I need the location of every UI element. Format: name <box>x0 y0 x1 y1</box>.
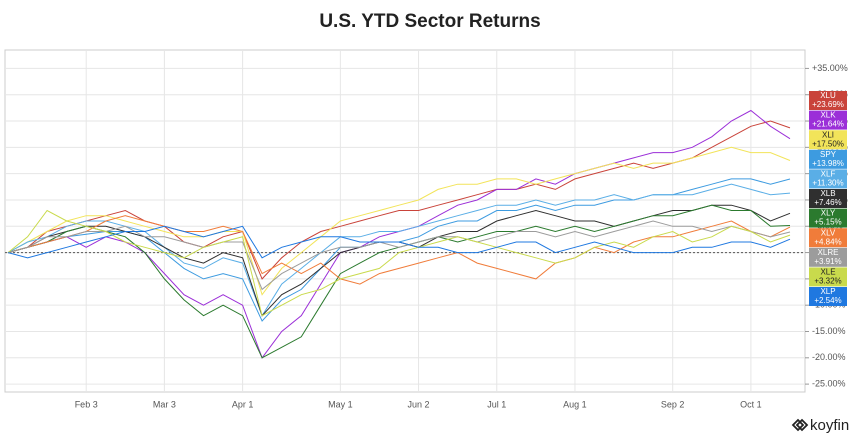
y-tick-label: -20.00% <box>812 352 846 362</box>
end-badge: XLY+5.15% <box>809 208 847 228</box>
brand-logo: koyfin <box>791 417 849 434</box>
brand-icon <box>791 418 809 432</box>
badge-box <box>809 169 847 189</box>
end-badge: SPY+13.98% <box>809 149 847 169</box>
series-line <box>7 209 791 317</box>
badge-box <box>809 267 847 287</box>
badge-box <box>809 189 847 208</box>
end-badge: XLRE+3.91% <box>809 247 847 267</box>
x-tick-label: Jun 2 <box>408 399 430 409</box>
series-line <box>7 120 791 280</box>
end-value-label: +2.54% <box>814 296 841 305</box>
series-line <box>7 220 791 291</box>
end-value-label: +5.15% <box>814 218 841 227</box>
x-tick-label: May 1 <box>328 399 353 409</box>
x-tick-label: Mar 3 <box>153 399 176 409</box>
legend-label: XLF <box>821 170 836 179</box>
plot-frame <box>4 49 806 393</box>
series-line <box>7 215 791 285</box>
legend-label: XLV <box>821 228 836 237</box>
x-tick-label: Aug 1 <box>563 399 587 409</box>
x-tick-label: Sep 2 <box>661 399 685 409</box>
badge-box <box>809 130 847 150</box>
x-tick-label: Apr 1 <box>232 399 254 409</box>
legend-label: XLY <box>821 209 836 218</box>
badge-box <box>809 228 847 248</box>
end-value-label: +3.91% <box>814 257 841 266</box>
legend-label: XLE <box>820 268 835 277</box>
legend-label: XLP <box>820 287 835 296</box>
brand-name: koyfin <box>810 417 849 434</box>
end-badge: XLE+3.32% <box>809 267 847 287</box>
series-line <box>7 183 791 317</box>
end-value-label: +3.32% <box>814 277 841 286</box>
legend-label: XLB <box>820 189 835 198</box>
end-value-label: +13.98% <box>812 159 844 168</box>
badge-box <box>809 287 847 306</box>
end-badge: XLV+4.84% <box>809 228 847 248</box>
end-badge: XLP+2.54% <box>809 287 847 306</box>
end-value-label: +11.30% <box>812 179 843 188</box>
y-tick-label: +35.00% <box>812 63 848 73</box>
legend-label: XLU <box>820 91 836 100</box>
end-badge: XLI+17.50% <box>809 130 847 150</box>
end-badge: XLU+23.69% <box>809 91 847 110</box>
end-badge: XLF+11.30% <box>809 169 847 189</box>
badge-box <box>809 149 847 169</box>
badge-box <box>809 208 847 228</box>
badge-box <box>809 110 847 130</box>
x-tick-label: Jul 1 <box>487 399 506 409</box>
x-tick-label: Oct 1 <box>740 399 762 409</box>
badge-box <box>809 247 847 267</box>
end-value-label: +21.64% <box>812 120 844 129</box>
x-tick-label: Feb 3 <box>75 399 98 409</box>
end-value-label: +7.46% <box>814 198 841 207</box>
end-value-label: +17.50% <box>812 139 844 148</box>
end-badge: XLK+21.64% <box>809 110 847 130</box>
series-line <box>7 225 791 259</box>
legend-label: SPY <box>820 150 837 159</box>
end-value-label: +4.84% <box>814 237 841 246</box>
end-badge: XLB+7.46% <box>809 189 847 208</box>
legend-label: XLI <box>822 130 834 139</box>
y-tick-label: -15.00% <box>812 326 846 336</box>
legend-label: XLK <box>820 111 836 120</box>
legend-label: XLRE <box>818 248 839 257</box>
end-value-label: +23.69% <box>812 100 844 109</box>
y-tick-label: -25.00% <box>812 378 846 388</box>
series-line <box>7 146 791 296</box>
chart-title: U.S. YTD Sector Returns <box>319 11 540 32</box>
badge-box <box>809 91 847 110</box>
